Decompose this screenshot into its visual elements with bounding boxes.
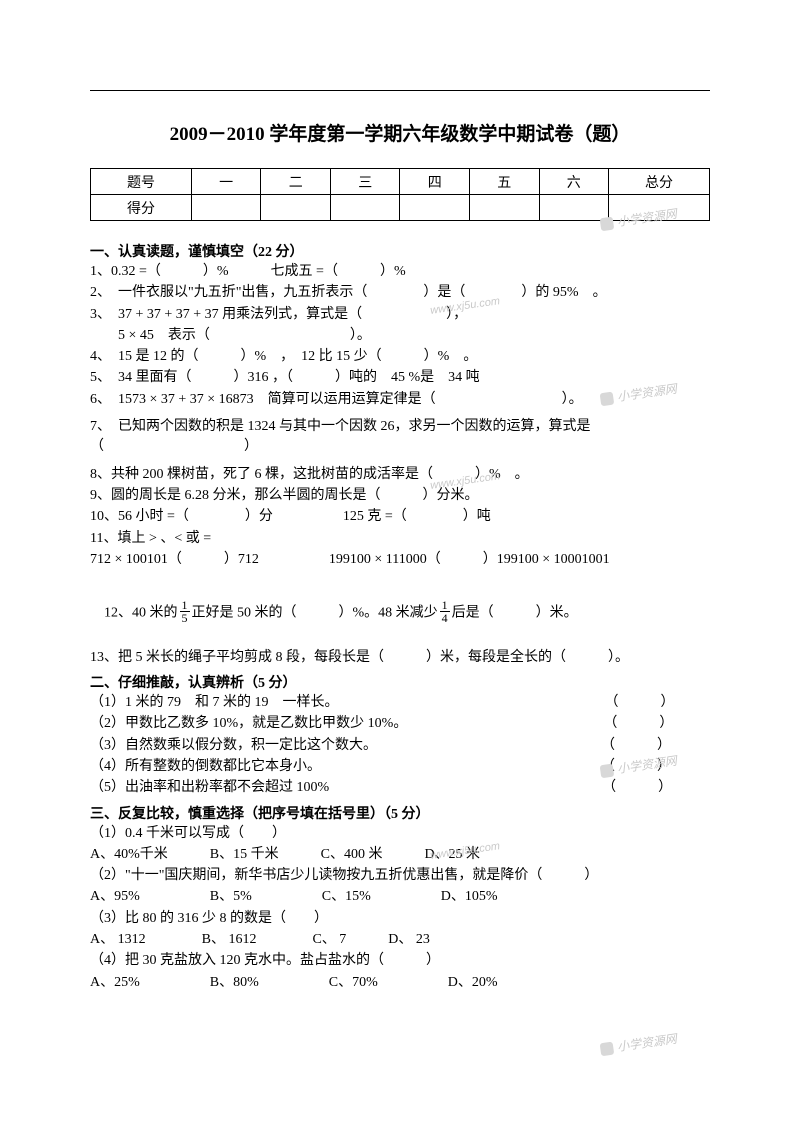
s1-q13: 13、把 5 米长的绳子平均剪成 8 段，每段长是（ ）米，每段是全长的（ ）。	[90, 648, 710, 668]
score-cell	[609, 195, 710, 221]
score-row-label: 得分	[91, 195, 192, 221]
col-header-total: 总分	[609, 169, 710, 195]
s3-q1: （1）0.4 千米可以写成（ ）	[90, 824, 710, 844]
s1-q12-mid: 正好是 50 米的（ ）%。48 米减少	[192, 606, 438, 621]
s1-q3b: 5 × 45 表示（ ）。	[90, 326, 710, 346]
score-cell	[469, 195, 539, 221]
col-header-4: 四	[400, 169, 470, 195]
s2-q1: （1）1 米的 79 和 7 米的 19 一样长。 （ ）	[90, 693, 710, 713]
col-header-1: 一	[191, 169, 261, 195]
s2-q3: （3）自然数乘以假分数，积一定比这个数大。 （ ）	[90, 736, 710, 756]
s1-q12-pre: 12、40 米的	[104, 606, 178, 621]
top-horizontal-rule	[90, 90, 710, 91]
s3-q2: （2）"十一"国庆期间，新华书店少儿读物按九五折优惠出售，就是降价（ ）	[90, 866, 710, 886]
s1-q12: 12、40 米的15正好是 50 米的（ ）%。48 米减少14后是（ ）米。	[90, 581, 710, 647]
s1-q3a: 3、 37 + 37 + 37 + 37 用乘法列式，算式是（ ），	[90, 305, 710, 325]
s2-q2: （2）甲数比乙数多 10%，就是乙数比甲数少 10%。 （ ）	[90, 714, 710, 734]
s3-q1-options: A、40%千米 B、15 千米 C、400 米 D、25 米	[90, 845, 710, 865]
fraction-1-4: 14	[440, 599, 450, 624]
score-cell	[261, 195, 331, 221]
s1-q12-post: 后是（ ）米。	[452, 606, 578, 621]
score-cell	[539, 195, 609, 221]
col-header-5: 五	[469, 169, 539, 195]
score-header-row: 题号 一 二 三 四 五 六 总分	[91, 169, 710, 195]
s1-q4: 4、 15 是 12 的（ ）% ， 12 比 15 少（ ）% 。	[90, 347, 710, 367]
s2-q4: （4）所有整数的倒数都比它本身小。 （ ）	[90, 757, 710, 777]
s1-q9: 9、圆的周长是 6.28 分米，那么半圆的周长是（ ）分米。	[90, 486, 710, 506]
s1-q8: 8、共种 200 棵树苗，死了 6 棵，这批树苗的成活率是（ ）% 。	[90, 465, 710, 485]
section-1-heading: 一、认真读题，谨慎填空（22 分）	[90, 241, 710, 261]
col-header-2: 二	[261, 169, 331, 195]
s3-q3-options: A、 1312 B、 1612 C、 7 D、 23	[90, 930, 710, 950]
watermark-icon	[600, 1042, 615, 1057]
s1-q1: 1、0.32 =（ ）% 七成五 =（ ）%	[90, 262, 710, 282]
fraction-1-5: 15	[180, 599, 190, 624]
col-header-label: 题号	[91, 169, 192, 195]
score-cell	[191, 195, 261, 221]
exam-page: 2009－2010 学年度第一学期六年级数学中期试卷（题） 题号 一 二 三 四…	[0, 0, 800, 1034]
s2-q5: （5）出油率和出粉率都不会超过 100% （ ）	[90, 778, 710, 798]
s1-q11b: 712 × 100101（ ）712 199100 × 111000（ ）199…	[90, 550, 710, 570]
score-cell	[330, 195, 400, 221]
score-value-row: 得分	[91, 195, 710, 221]
exam-title: 2009－2010 学年度第一学期六年级数学中期试卷（题）	[90, 119, 710, 146]
score-table: 题号 一 二 三 四 五 六 总分 得分	[90, 168, 710, 221]
section-3-heading: 三、反复比较，慎重选择（把序号填在括号里）（5 分）	[90, 803, 710, 823]
col-header-6: 六	[539, 169, 609, 195]
col-header-3: 三	[330, 169, 400, 195]
s3-q4-options: A、25% B、80% C、70% D、20%	[90, 973, 710, 993]
watermark: 小学资源网	[599, 1030, 678, 1058]
s1-q7: 7、 已知两个因数的积是 1324 与其中一个因数 26，求另一个因数的运算，算…	[90, 417, 710, 458]
s1-q6: 6、 1573 × 37 + 37 × 16873 简算可以运用运算定律是（ ）…	[90, 390, 710, 410]
section-2-heading: 二、仔细推敲，认真辨析（5 分）	[90, 672, 710, 692]
s1-q10: 10、56 小时 =（ ）分 125 克 =（ ）吨	[90, 507, 710, 527]
s1-q5: 5、 34 里面有（ ）316 ，（ ）吨的 45 %是 34 吨	[90, 368, 710, 388]
s3-q4: （4）把 30 克盐放入 120 克水中。盐占盐水的（ ）	[90, 951, 710, 971]
s1-q11a: 11、填上 > 、< 或 =	[90, 529, 710, 549]
s1-q2: 2、 一件衣服以"九五折"出售，九五折表示（ ）是（ ）的 95% 。	[90, 283, 710, 303]
score-cell	[400, 195, 470, 221]
s3-q2-options: A、95% B、5% C、15% D、105%	[90, 887, 710, 907]
s3-q3: （3）比 80 的 316 少 8 的数是（ ）	[90, 909, 710, 929]
